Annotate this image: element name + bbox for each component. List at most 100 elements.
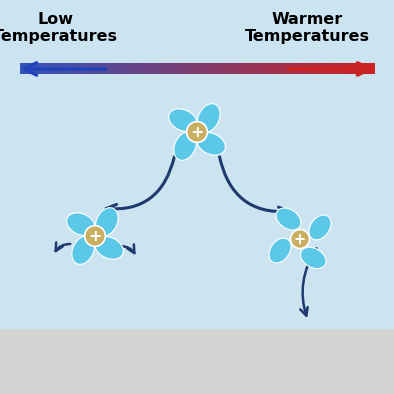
Bar	[70, 63, 73, 74]
Bar	[162, 63, 165, 74]
Bar	[61, 63, 65, 74]
Bar	[87, 63, 91, 74]
Bar	[176, 63, 180, 74]
Bar	[141, 63, 144, 74]
Bar	[300, 63, 304, 74]
Bar	[357, 63, 360, 74]
Bar	[129, 63, 132, 74]
Bar	[32, 63, 35, 74]
Bar	[200, 63, 203, 74]
Bar	[37, 63, 41, 74]
Bar	[197, 63, 201, 74]
Bar	[297, 63, 301, 74]
Bar	[182, 63, 186, 74]
Bar	[79, 63, 82, 74]
Bar	[91, 63, 94, 74]
Bar	[265, 63, 268, 74]
Bar	[221, 63, 224, 74]
Bar	[167, 63, 171, 74]
Bar	[318, 63, 322, 74]
Ellipse shape	[95, 236, 123, 259]
Bar	[294, 63, 298, 74]
Bar	[194, 63, 197, 74]
Bar	[191, 63, 195, 74]
Bar	[262, 63, 266, 74]
Bar	[212, 63, 215, 74]
Ellipse shape	[72, 236, 95, 264]
Bar	[147, 63, 150, 74]
Ellipse shape	[67, 213, 95, 236]
Text: +: +	[294, 232, 306, 247]
Bar	[114, 63, 118, 74]
Bar	[339, 63, 342, 74]
Bar	[345, 63, 348, 74]
Bar	[312, 63, 316, 74]
Bar	[179, 63, 183, 74]
Bar	[73, 63, 76, 74]
Bar	[20, 63, 23, 74]
Text: +: +	[88, 229, 102, 243]
Bar	[227, 63, 230, 74]
Bar	[105, 63, 109, 74]
Bar	[64, 63, 67, 74]
Bar	[256, 63, 260, 74]
Bar	[327, 63, 331, 74]
Bar	[99, 63, 103, 74]
Circle shape	[85, 226, 105, 246]
Circle shape	[187, 122, 207, 142]
Bar	[164, 63, 168, 74]
Bar	[108, 63, 112, 74]
Bar	[209, 63, 212, 74]
Bar	[253, 63, 256, 74]
Text: Low
Temperatures: Low Temperatures	[0, 12, 118, 44]
Ellipse shape	[95, 208, 118, 236]
Bar	[315, 63, 319, 74]
Ellipse shape	[301, 247, 326, 269]
Bar	[333, 63, 336, 74]
Ellipse shape	[197, 132, 225, 155]
Bar	[306, 63, 310, 74]
Ellipse shape	[174, 132, 197, 160]
Bar	[138, 63, 141, 74]
Bar	[330, 63, 333, 74]
Bar	[271, 63, 274, 74]
Ellipse shape	[169, 109, 197, 132]
Bar	[55, 63, 59, 74]
Bar	[241, 63, 245, 74]
Bar	[34, 63, 38, 74]
Bar	[152, 63, 156, 74]
Bar	[52, 63, 56, 74]
Bar	[158, 63, 162, 74]
Bar	[206, 63, 209, 74]
Bar	[309, 63, 313, 74]
Bar	[286, 63, 289, 74]
Bar	[348, 63, 351, 74]
Ellipse shape	[276, 208, 301, 230]
Bar	[58, 63, 61, 74]
Ellipse shape	[197, 104, 220, 132]
Bar	[268, 63, 271, 74]
Bar	[223, 63, 227, 74]
Bar	[135, 63, 138, 74]
Ellipse shape	[269, 238, 291, 263]
Bar	[371, 63, 375, 74]
Bar	[0, 329, 394, 394]
Circle shape	[290, 230, 309, 249]
Bar	[156, 63, 159, 74]
Bar	[342, 63, 345, 74]
Bar	[235, 63, 239, 74]
Bar	[362, 63, 366, 74]
Bar	[250, 63, 254, 74]
Bar	[359, 63, 363, 74]
Bar	[188, 63, 191, 74]
Bar	[277, 63, 280, 74]
Bar	[247, 63, 251, 74]
Text: Warmer
Temperatures: Warmer Temperatures	[245, 12, 370, 44]
Bar	[144, 63, 147, 74]
Bar	[120, 63, 124, 74]
Bar	[321, 63, 325, 74]
Bar	[292, 63, 295, 74]
Bar	[185, 63, 189, 74]
Bar	[303, 63, 307, 74]
Ellipse shape	[309, 215, 331, 240]
